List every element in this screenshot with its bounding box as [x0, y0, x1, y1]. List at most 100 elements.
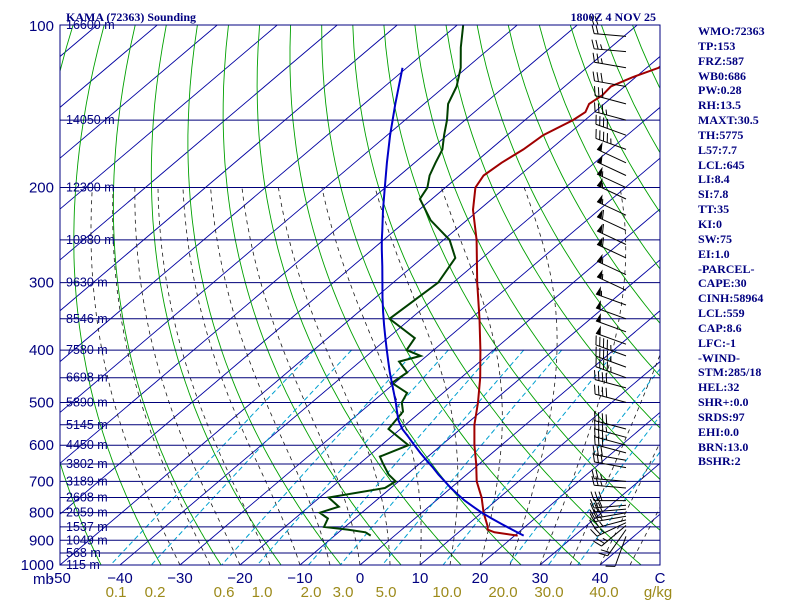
wind-barb-feather: [595, 469, 599, 480]
wind-barb-feather: [593, 540, 602, 547]
wind-barb-half-feather: [601, 171, 604, 177]
wind-barb: [595, 286, 627, 306]
wind-barb-feather: [596, 538, 605, 544]
wind-barb-pennant: [596, 194, 603, 204]
wind-barb: [590, 522, 627, 537]
wind-barb-staff: [594, 508, 627, 513]
height-label: 8546 m: [66, 312, 108, 326]
wind-barb-feather: [596, 445, 599, 456]
wind-barb: [596, 209, 627, 231]
wind-barb-staff: [596, 260, 627, 276]
wind-barb-feather: [597, 508, 603, 518]
wind-barb-staff: [614, 536, 627, 567]
indices-panel: WMO:72363 TP:153 FRZ:587 WB0:686 PW:0.28 RH:1…: [698, 24, 798, 469]
wind-barb-half-feather: [602, 537, 608, 542]
wind-barb-staff: [594, 461, 627, 469]
moist-adiabat-line: [509, 187, 558, 565]
wind-barb-staff: [596, 201, 627, 216]
parcel-profile: [380, 67, 525, 537]
height-label: 12300 m: [66, 181, 115, 195]
wind-barb-staff: [594, 420, 627, 430]
pressure-tick-label: 300: [29, 275, 54, 292]
pressure-tick-label: 600: [29, 437, 54, 454]
wind-barb-staff: [601, 525, 627, 547]
wind-barb-feather: [590, 491, 595, 501]
wind-barb: [591, 39, 627, 53]
index-value: LFC:-1: [698, 335, 736, 350]
wind-barb-feather: [606, 118, 608, 129]
index-value: PW:0.28: [698, 83, 742, 98]
index-value: SW:75: [698, 231, 733, 246]
isotherm-line: [419, 361, 660, 565]
wind-barb-feather: [596, 72, 599, 82]
wind-barb-feather: [592, 445, 595, 455]
wind-barb-feather: [597, 412, 600, 422]
wind-barb-staff: [595, 307, 627, 320]
wind-barb-feather: [594, 370, 596, 380]
wind-barb: [595, 357, 627, 379]
wind-barb-staff: [594, 444, 627, 454]
wind-barb-staff: [594, 33, 627, 37]
wind-barb-staff: [596, 522, 627, 537]
index-value: -WIND-: [698, 350, 740, 365]
wind-barb-pennant: [596, 253, 603, 264]
height-label: 3802 m: [66, 457, 108, 471]
height-label: 4450 m: [66, 438, 108, 452]
isotherm-line: [60, 25, 338, 261]
wind-barb-feather: [606, 339, 608, 350]
wind-barb-feather: [599, 116, 601, 126]
index-value: RH:13.5: [698, 98, 741, 113]
wind-barb-feather: [601, 209, 605, 220]
wind-barb-staff: [595, 320, 627, 333]
wind-barb: [590, 491, 626, 502]
mixing-ratio-tick-label: 5.0: [376, 584, 397, 600]
wind-barb: [596, 237, 627, 259]
wind-barb: [589, 508, 627, 519]
wind-barb-feather: [602, 359, 605, 370]
wind-barb-staff: [596, 230, 627, 245]
temperature-tick-label: −10: [287, 570, 312, 587]
wind-barb: [591, 469, 627, 482]
wind-barb: [594, 419, 627, 438]
wind-barb-half-feather: [600, 480, 603, 487]
wind-barb-pennant: [596, 178, 603, 188]
isotherm-line: [299, 259, 660, 565]
wind-barb: [596, 269, 627, 291]
wind-barb-feather: [590, 15, 595, 26]
wind-barb: [595, 300, 627, 320]
wind-barb-half-feather: [605, 426, 608, 433]
wind-barb-feather: [591, 24, 595, 34]
wind-barb-pennant: [596, 166, 603, 177]
index-value: CAPE:30: [698, 276, 747, 291]
height-label: 1049 m: [66, 533, 108, 547]
wind-barb-staff: [594, 504, 627, 509]
wind-barb-feather: [600, 446, 603, 457]
wind-barb-feather: [601, 413, 604, 423]
height-label: 2059 m: [66, 506, 108, 520]
isotherm-line: [539, 462, 660, 565]
wind-barb-feather: [594, 86, 596, 96]
wind-barb-feather: [601, 386, 604, 397]
wind-barb-feather: [595, 24, 599, 35]
height-label: 5145 m: [66, 418, 108, 432]
index-value: TH:5775: [698, 127, 744, 142]
wind-barb-feather: [599, 358, 601, 369]
wind-barb-feather: [601, 421, 604, 432]
wind-barb-feather: [595, 335, 597, 345]
wind-barb-staff: [594, 484, 627, 489]
mixing-ratio-tick-label: 1.0: [252, 584, 273, 600]
wind-barb-feather: [599, 130, 601, 140]
wind-barb-staff: [594, 379, 627, 389]
index-value: LI:8.4: [698, 172, 730, 187]
wind-barb: [589, 512, 627, 523]
wind-barb: [592, 52, 627, 69]
wind-barb-feather: [605, 387, 608, 398]
index-value: SRDS:97: [698, 409, 745, 424]
wind-barb-half-feather: [605, 109, 608, 115]
wind-barb-staff: [596, 161, 627, 176]
height-label: 14050 m: [66, 113, 115, 127]
index-value: HEL:32: [698, 380, 740, 395]
wind-barb-staff: [594, 48, 627, 53]
mixing-ratio-tick-label: 0.6: [214, 584, 235, 600]
wind-barb-feather: [594, 384, 596, 395]
